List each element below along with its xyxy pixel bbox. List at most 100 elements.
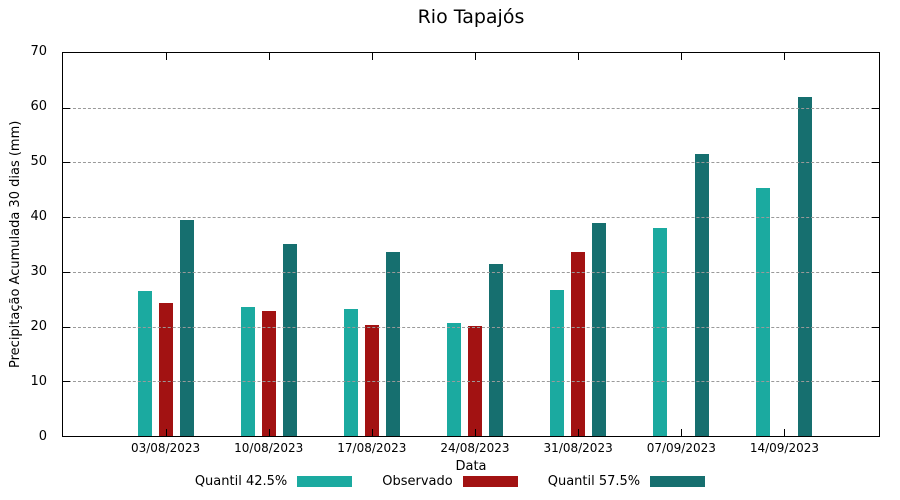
- legend-label: Observado: [382, 474, 453, 489]
- bar: [549, 290, 564, 436]
- x-tick-mark: [680, 429, 682, 436]
- x-tick-mark: [783, 53, 785, 60]
- bar: [797, 96, 812, 436]
- bar-slot: [694, 53, 709, 436]
- bar: [489, 264, 503, 436]
- x-tick-label: 17/08/2023: [337, 441, 407, 455]
- bar-slot: [777, 53, 791, 436]
- bar: [138, 291, 153, 436]
- x-tick-mark: [269, 53, 271, 60]
- bar-group: [218, 53, 321, 436]
- bar: [262, 310, 277, 436]
- x-tick-label: 03/08/2023: [130, 441, 201, 455]
- bar-slot: [591, 53, 606, 436]
- y-tick-mark: [63, 217, 70, 219]
- bar: [468, 326, 482, 436]
- x-tick-mark: [166, 429, 168, 436]
- y-tick-label: 10: [30, 374, 47, 389]
- legend-swatch: [297, 476, 353, 487]
- x-tick-label: 10/08/2023: [234, 441, 304, 455]
- y-tick-mark: [872, 107, 879, 109]
- legend-item: Quantil 42.5%: [195, 474, 353, 489]
- bar-slot: [755, 53, 770, 436]
- legend: Quantil 42.5% Observado Quantil 57.5%: [0, 474, 900, 489]
- bar-slot: [365, 53, 380, 436]
- x-axis-ticks: 03/08/2023 10/08/2023 17/08/2023 24/08/2023…: [62, 441, 880, 455]
- y-tick-mark: [872, 326, 879, 328]
- y-tick-mark: [63, 107, 70, 109]
- bar-slot: [241, 53, 256, 436]
- y-tick-mark: [63, 271, 70, 273]
- gridline: [63, 217, 879, 219]
- chart-title: Rio Tapajós: [417, 6, 525, 28]
- bar-slot: [180, 53, 195, 436]
- bar: [386, 252, 401, 436]
- bar-slot: [283, 53, 298, 436]
- bar-slot: [797, 53, 812, 436]
- gridline: [63, 381, 879, 383]
- x-tick-mark: [269, 429, 271, 436]
- bar-slot: [549, 53, 564, 436]
- gridline: [63, 162, 879, 164]
- plot-area: [62, 52, 880, 437]
- bar: [652, 227, 667, 436]
- bar: [283, 243, 298, 436]
- gridline: [63, 271, 879, 273]
- bar-slot: [652, 53, 667, 436]
- y-tick-mark: [872, 381, 879, 383]
- bar: [570, 252, 585, 436]
- bar: [365, 324, 380, 436]
- y-tick-mark: [63, 326, 70, 328]
- x-tick-label: 07/09/2023: [646, 441, 716, 455]
- x-tick-mark: [372, 53, 374, 60]
- x-tick-label: 14/09/2023: [749, 441, 819, 455]
- bar-group: [321, 53, 424, 436]
- legend-swatch: [462, 476, 518, 487]
- x-tick-label: 31/08/2023: [543, 441, 613, 455]
- legend-item: Observado: [382, 474, 518, 489]
- bar-slot: [674, 53, 688, 436]
- bar-slot: [138, 53, 153, 436]
- bar: [755, 188, 770, 436]
- legend-item: Quantil 57.5%: [547, 474, 706, 489]
- bar: [241, 306, 256, 436]
- y-tick-label: 30: [30, 263, 47, 279]
- y-tick-label: 60: [30, 98, 47, 114]
- bars-container: [63, 53, 879, 436]
- y-tick-label: 20: [30, 319, 47, 334]
- bar-slot: [386, 53, 401, 436]
- x-tick-mark: [577, 429, 579, 436]
- x-axis-label: Data: [455, 459, 487, 474]
- bar: [694, 153, 709, 436]
- legend-label: Quantil 57.5%: [547, 474, 641, 489]
- y-tick-label: 70: [30, 44, 47, 59]
- x-tick-mark: [783, 429, 785, 436]
- y-tick-label: 0: [38, 429, 47, 444]
- y-tick-mark: [872, 217, 879, 219]
- gridline: [63, 326, 879, 328]
- y-tick-label: 50: [30, 153, 47, 169]
- bar-group: [526, 53, 629, 436]
- bar-slot: [344, 53, 359, 436]
- bar: [180, 220, 195, 436]
- y-axis-ticks: 0 10 20 30 40 50 60 70: [0, 44, 55, 444]
- y-tick-mark: [872, 162, 879, 164]
- x-tick-mark: [166, 53, 168, 60]
- legend-swatch: [650, 476, 706, 487]
- bar-slot: [262, 53, 277, 436]
- bar-slot: [447, 53, 461, 436]
- y-tick-label: 40: [30, 209, 47, 224]
- gridline: [63, 107, 879, 109]
- bar: [591, 223, 606, 436]
- bar-group: [115, 53, 218, 436]
- x-tick-mark: [577, 53, 579, 60]
- bar-slot: [159, 53, 174, 436]
- bar: [447, 322, 461, 436]
- bar-group: [732, 53, 835, 436]
- y-tick-mark: [63, 381, 70, 383]
- bar-group: [629, 53, 732, 436]
- bar-group: [424, 53, 527, 436]
- x-tick-mark: [475, 53, 476, 60]
- bar: [344, 309, 359, 436]
